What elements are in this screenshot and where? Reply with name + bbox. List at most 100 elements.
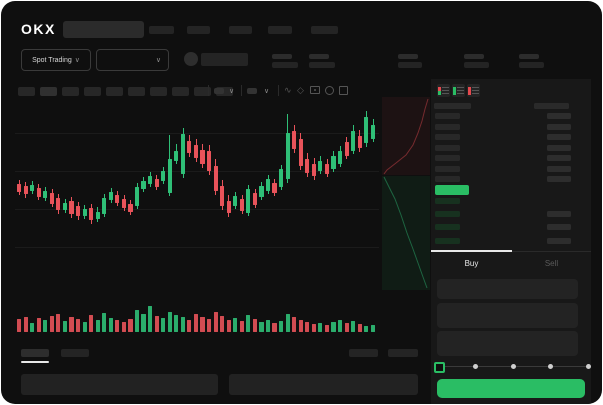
candle-wick xyxy=(254,189,256,208)
candle-body xyxy=(161,171,166,181)
pair-selector[interactable]: ∨ xyxy=(96,49,169,71)
candle-wick xyxy=(143,177,145,192)
timeframe-button[interactable] xyxy=(84,87,101,96)
bottom-action[interactable] xyxy=(349,349,378,357)
orderbook-price-bar[interactable] xyxy=(435,224,460,231)
orderbook-amount-bar xyxy=(547,211,571,218)
candle-wick xyxy=(176,144,177,164)
volume-bar xyxy=(311,324,316,332)
orderbook-layout-both-icon[interactable] xyxy=(437,84,450,97)
slider-stop-dot[interactable] xyxy=(548,364,553,369)
volume-bar xyxy=(17,319,22,332)
candle-body xyxy=(206,151,212,171)
orderbook-price-bar[interactable] xyxy=(435,237,460,244)
camera-icon[interactable] xyxy=(310,86,320,94)
timeframe-button[interactable] xyxy=(150,87,167,96)
candle-body xyxy=(285,133,290,179)
timeframe-button[interactable] xyxy=(106,87,123,96)
candle-wick xyxy=(352,125,354,154)
candle-wick xyxy=(293,125,295,153)
candle-body xyxy=(265,179,271,191)
candle-wick xyxy=(64,199,66,213)
tab-buy[interactable]: Buy xyxy=(464,259,479,268)
orderbook-amount-bar xyxy=(547,113,571,119)
bottom-tab[interactable] xyxy=(61,349,89,357)
slider-stop-dot[interactable] xyxy=(585,364,591,369)
candle-wick xyxy=(313,158,315,180)
nav-item[interactable] xyxy=(268,26,292,34)
timeframe-button[interactable] xyxy=(216,87,233,96)
timeframe-button[interactable] xyxy=(128,87,145,96)
candle-body xyxy=(69,201,74,214)
orderbook-layout-asks-icon[interactable] xyxy=(467,84,480,97)
timeframe-button[interactable] xyxy=(40,87,57,96)
timeframe-button[interactable] xyxy=(18,87,35,96)
line-chart-icon[interactable]: ∿ xyxy=(284,85,292,95)
chart-gridline xyxy=(15,133,379,134)
slider-stop-dot[interactable] xyxy=(473,364,478,369)
volume-bar xyxy=(115,320,120,332)
slider-stop-dot[interactable] xyxy=(510,364,516,369)
candle-wick xyxy=(156,175,158,190)
orderbook-header-price xyxy=(434,103,471,109)
candle-wick xyxy=(215,159,217,195)
tab-sell[interactable]: Sell xyxy=(544,259,559,268)
orderbook-amount-bar xyxy=(547,123,571,130)
nav-item[interactable] xyxy=(229,26,252,34)
candle-body xyxy=(121,199,126,208)
candle-wick xyxy=(45,187,46,201)
indicator-placeholder[interactable] xyxy=(247,88,257,94)
volume-bar xyxy=(226,320,231,332)
orderbook-price-bar[interactable] xyxy=(435,155,460,161)
nav-item[interactable] xyxy=(149,26,174,34)
chevron-down-icon[interactable]: ∨ xyxy=(264,88,270,95)
volume-bar xyxy=(193,314,199,332)
orderbook-layout-bids-icon[interactable] xyxy=(452,84,465,97)
orderbook-amount-bar xyxy=(547,165,571,172)
market-mode-selector[interactable]: Spot Trading ∨ xyxy=(21,49,91,71)
candle-wick xyxy=(90,204,92,224)
orderbook-price-bar[interactable] xyxy=(435,144,460,151)
orderbook-price-bar[interactable] xyxy=(435,211,460,218)
volume-bar xyxy=(134,310,140,332)
volume-bar xyxy=(279,321,284,332)
volume-bar xyxy=(318,323,323,332)
orderbook-price-bar[interactable] xyxy=(435,113,460,119)
bottom-action[interactable] xyxy=(388,349,418,357)
price-input[interactable] xyxy=(437,279,578,299)
timeframe-button[interactable] xyxy=(194,87,211,96)
settings-icon[interactable] xyxy=(325,86,334,95)
fullscreen-icon[interactable] xyxy=(339,86,348,95)
draw-tools-icon[interactable]: ◇ xyxy=(297,85,304,95)
candle-wick xyxy=(38,184,40,200)
orderbook-price-bar[interactable] xyxy=(435,198,460,204)
candle-body xyxy=(154,179,159,187)
total-input[interactable] xyxy=(437,331,578,356)
bottom-tab-active[interactable] xyxy=(21,349,49,357)
amount-input[interactable] xyxy=(437,303,578,328)
candle-body xyxy=(115,195,120,203)
chart-type-placeholder[interactable] xyxy=(214,88,224,94)
timeframe-button[interactable] xyxy=(172,87,189,96)
orderbook-price-bar[interactable] xyxy=(435,134,460,140)
orderbook-price-bar[interactable] xyxy=(435,123,460,130)
candle-wick xyxy=(248,185,250,216)
nav-item[interactable] xyxy=(187,26,210,34)
candle-body xyxy=(95,212,100,219)
volume-bar xyxy=(141,314,146,332)
orderbook-amount-bar xyxy=(547,224,571,231)
orderbook-price-bar[interactable] xyxy=(435,165,460,172)
search-input[interactable] xyxy=(63,21,144,38)
buy-button[interactable] xyxy=(437,379,585,398)
candle-wick xyxy=(195,139,197,162)
timeframe-button[interactable] xyxy=(62,87,79,96)
candle-wick xyxy=(339,146,341,167)
chevron-down-icon[interactable]: ∨ xyxy=(229,88,235,95)
candle-wick xyxy=(77,202,79,220)
orderbook-price-bar[interactable] xyxy=(435,176,460,182)
candle-body xyxy=(36,188,41,197)
candle-body xyxy=(75,206,81,216)
nav-item[interactable] xyxy=(311,26,338,34)
volume-bar xyxy=(272,323,277,332)
slider-handle[interactable] xyxy=(434,362,445,373)
